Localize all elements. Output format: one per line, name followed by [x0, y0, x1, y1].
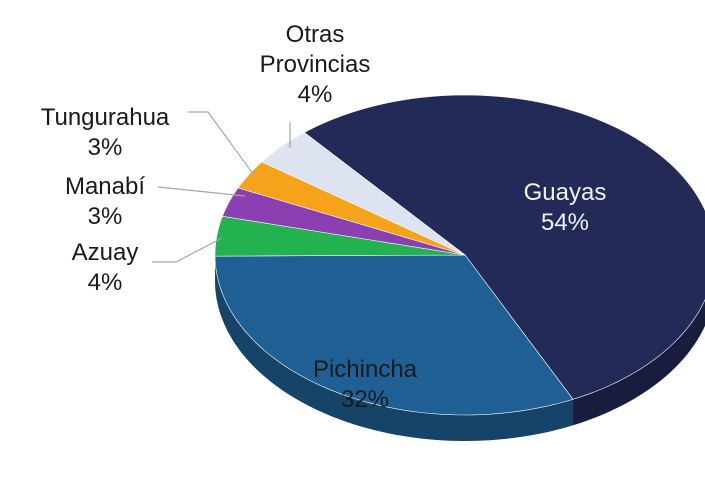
slice [237, 161, 466, 256]
slice [222, 187, 466, 256]
value-label: 4% [297, 81, 333, 108]
slice-label: Pichincha 32% [295, 355, 435, 415]
category-label: Azuay [71, 239, 139, 266]
leader-line [157, 186, 246, 197]
slice [303, 94, 705, 400]
category-label: Guayas [523, 179, 607, 206]
slice-label: Tungurahua 3% [35, 103, 175, 163]
category-label: Tungurahua [40, 104, 170, 131]
value-label: 3% [87, 203, 123, 230]
value-label: 32% [340, 386, 390, 413]
value-label: 3% [87, 134, 123, 161]
category-label: Manabí [64, 173, 146, 200]
slice-label: Otras Provincias 4% [250, 20, 380, 110]
slice [261, 132, 466, 256]
category-label: Otras Provincias [259, 21, 371, 78]
category-label: Pichincha [312, 356, 418, 383]
slice-label: Manabí 3% [35, 172, 175, 232]
slice-label: Guayas 54% [495, 178, 635, 238]
slice-label: Azuay 4% [35, 238, 175, 298]
slice [214, 254, 574, 416]
value-label: 4% [87, 269, 123, 296]
leader-line [152, 237, 223, 263]
slice-side [215, 256, 574, 441]
slice [214, 215, 466, 257]
leader-line [188, 111, 257, 179]
value-label: 54% [540, 209, 590, 236]
